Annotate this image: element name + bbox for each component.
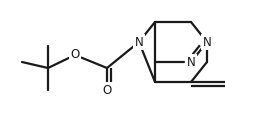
Text: N: N xyxy=(187,55,195,68)
Text: N: N xyxy=(202,36,211,49)
Text: O: O xyxy=(70,49,79,61)
Text: O: O xyxy=(102,84,112,97)
Text: N: N xyxy=(135,36,143,49)
